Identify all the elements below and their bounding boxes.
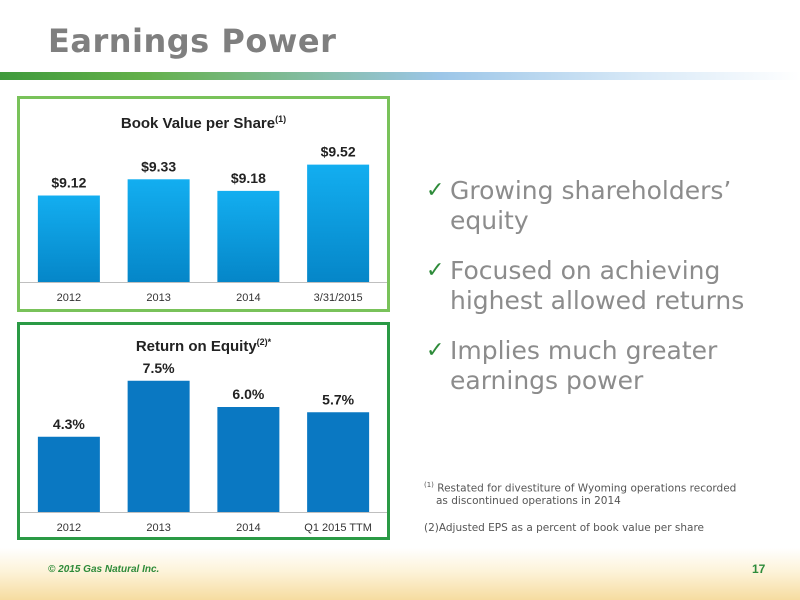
- data-label: 4.3%: [53, 416, 85, 432]
- bullet-text: Focused on achieving highest allowed ret…: [450, 256, 745, 315]
- chart-title: Return on Equity(2)*: [136, 337, 272, 355]
- return-on-equity-chart-panel: Return on Equity(2)* 4.3% 2012 7.5% 2013 6.0%…: [17, 322, 390, 540]
- bullet-text: Implies much greater earnings power: [450, 336, 718, 395]
- bullet-item: ✓ Implies much greater earnings power: [426, 336, 786, 396]
- checkmark-icon: ✓: [426, 178, 445, 203]
- category-label: 3/31/2015: [314, 292, 363, 304]
- category-label: 2014: [236, 522, 260, 534]
- data-label: 6.0%: [232, 386, 264, 402]
- category-label: 2013: [146, 522, 170, 534]
- category-label: 2014: [236, 292, 260, 304]
- chart-title: Book Value per Share(1): [121, 114, 286, 132]
- checkmark-icon: ✓: [426, 338, 445, 363]
- copyright-text: © 2015 Gas Natural Inc.: [48, 564, 160, 575]
- return-on-equity-chart: Return on Equity(2)* 4.3% 2012 7.5% 2013 6.0%…: [20, 337, 387, 534]
- bar-q1-2015-ttm: [307, 412, 370, 512]
- checkmark-icon: ✓: [426, 258, 445, 283]
- category-label: 2012: [57, 292, 81, 304]
- footer-band: [0, 548, 800, 600]
- bar-2012: [37, 195, 100, 282]
- bar-2012: [37, 436, 100, 512]
- bar-2013: [127, 380, 190, 512]
- bar-2014: [217, 407, 280, 512]
- bullet-text: Growing shareholders’ equity: [450, 176, 732, 235]
- footnote-1-marker: (1): [424, 481, 434, 489]
- category-label: 2013: [146, 292, 170, 304]
- bullet-item: ✓ Growing shareholders’ equity: [426, 176, 786, 236]
- footnote-1: (1) Restated for divestiture of Wyoming …: [424, 481, 764, 507]
- category-label: 2012: [57, 522, 81, 534]
- data-label: 5.7%: [322, 391, 354, 407]
- bar-2013: [127, 179, 190, 282]
- bullet-item: ✓ Focused on achieving highest allowed r…: [426, 256, 786, 316]
- book-value-chart: Book Value per Share(1) $9.12 2012 $9.33 201…: [20, 114, 387, 304]
- data-label: $9.33: [141, 158, 176, 174]
- book-value-chart-panel: Book Value per Share(1) $9.12 2012 $9.33 201…: [17, 96, 390, 312]
- data-label: $9.52: [321, 144, 356, 160]
- footnote-2: (2)Adjusted EPS as a percent of book val…: [424, 522, 704, 534]
- page-number: 17: [752, 562, 766, 576]
- category-label: Q1 2015 TTM: [304, 522, 372, 534]
- bar-2014: [217, 190, 280, 282]
- footnote-1-line2: as discontinued operations in 2014: [436, 494, 621, 507]
- title-underline: [0, 72, 800, 80]
- data-label: 7.5%: [143, 360, 175, 376]
- bar-3-31-2015: [307, 164, 370, 282]
- bullet-list: ✓ Growing shareholders’ equity ✓ Focused…: [426, 176, 786, 416]
- slide-title: Earnings Power: [48, 22, 337, 60]
- data-label: $9.18: [231, 170, 266, 186]
- footnote-1-line1: Restated for divestiture of Wyoming oper…: [437, 482, 737, 495]
- data-label: $9.12: [51, 175, 86, 191]
